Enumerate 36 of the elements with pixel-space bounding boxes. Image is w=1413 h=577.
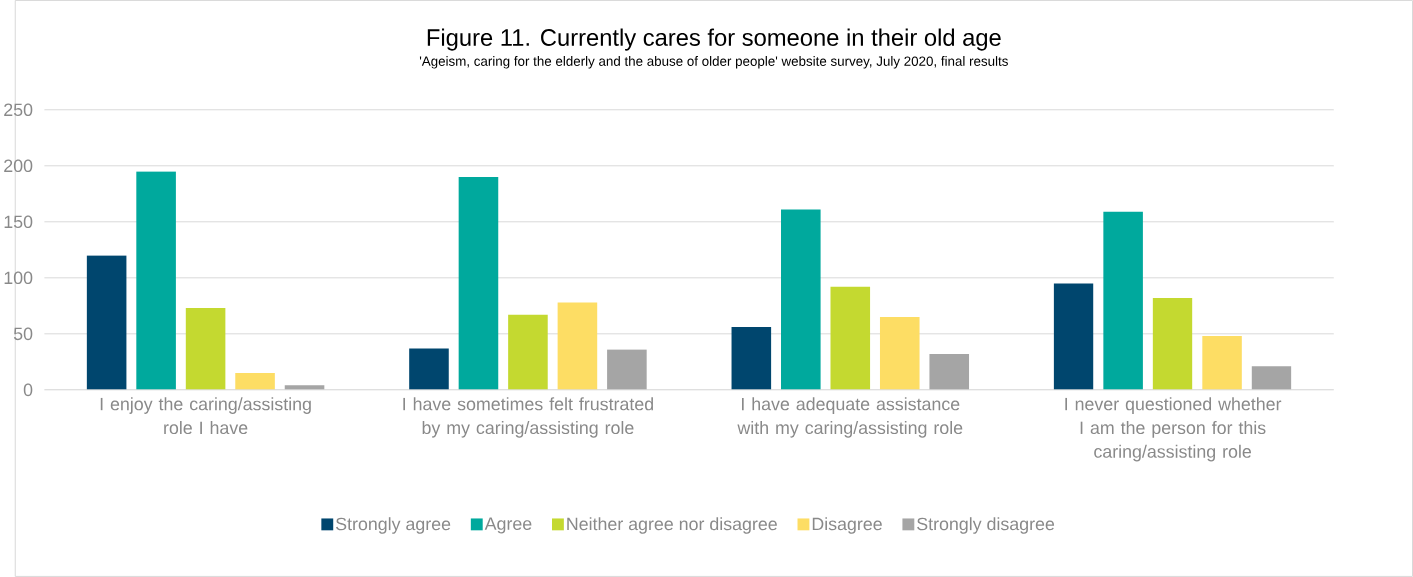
bar bbox=[235, 373, 275, 390]
bar bbox=[508, 314, 548, 390]
legend-label: Neither agree nor disagree bbox=[567, 517, 777, 534]
legend-label: Strongly agree bbox=[335, 517, 451, 534]
x-tick-label: I have adequate assistance with my caring/assisting role bbox=[737, 397, 963, 438]
y-tick-label: 150 bbox=[4, 215, 33, 229]
y-tick-label: 100 bbox=[4, 271, 33, 285]
chart-subtitle: 'Ageism, caring for the elderly and the abuse of older people' website survey, July 2020, final results bbox=[419, 56, 1008, 69]
y-tick-label: 200 bbox=[4, 159, 33, 173]
bar bbox=[86, 255, 127, 390]
bar bbox=[731, 327, 772, 390]
x-tick-label: I never questioned whether I am the person for this caring/assisting role bbox=[1065, 397, 1282, 462]
bar bbox=[879, 317, 920, 390]
bar bbox=[458, 177, 499, 390]
legend-label: Strongly disagree bbox=[917, 517, 1055, 534]
legend-label: Agree bbox=[484, 517, 532, 534]
chart-title: Figure 11. Currently cares for someone in their old age bbox=[427, 28, 1001, 51]
bar bbox=[1202, 336, 1242, 390]
x-tick-label: I enjoy the caring/assisting role I have bbox=[100, 397, 311, 435]
y-tick-label: 250 bbox=[4, 103, 33, 117]
bar bbox=[1103, 211, 1143, 390]
y-tick-label: 50 bbox=[13, 327, 33, 341]
bar bbox=[1251, 366, 1292, 390]
bar bbox=[830, 286, 871, 390]
bar bbox=[185, 308, 226, 390]
x-tick-label: I have sometimes felt frustrated by my caring/assisting role bbox=[403, 397, 653, 438]
bar bbox=[409, 348, 449, 390]
bar bbox=[781, 209, 821, 390]
y-tick-label: 0 bbox=[23, 383, 33, 397]
bar bbox=[136, 171, 176, 390]
legend-label: Disagree bbox=[812, 517, 882, 534]
bar bbox=[557, 302, 598, 390]
bar bbox=[1152, 298, 1193, 390]
bar bbox=[1053, 283, 1094, 390]
bar bbox=[607, 349, 647, 390]
bar bbox=[929, 354, 970, 390]
